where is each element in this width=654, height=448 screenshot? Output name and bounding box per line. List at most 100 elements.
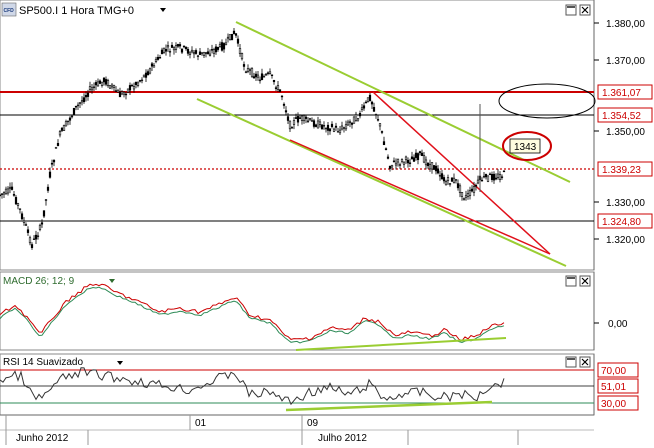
candle-body <box>206 51 210 55</box>
rsi-level-text: 51,01 <box>601 382 626 393</box>
x-axis[interactable]: 01 09 Junho 2012 Julho 2012 <box>0 414 594 445</box>
candle-body <box>72 107 76 116</box>
candle-body <box>102 77 106 83</box>
candle-body <box>34 234 38 240</box>
maximize-icon[interactable] <box>565 275 577 287</box>
candle-body <box>44 199 48 201</box>
candle-body <box>264 73 268 76</box>
rsi-panel[interactable]: 70,00 51,01 30,00 RSI 14 Suavizado <box>0 353 639 416</box>
candle-body <box>292 120 296 125</box>
candle-body <box>138 80 142 82</box>
candle-body <box>58 131 62 136</box>
rsi-level-text: 70,00 <box>601 366 626 377</box>
rsi-divergence-line[interactable] <box>285 400 493 412</box>
candle-body <box>22 220 26 223</box>
main-title-bar[interactable]: CFD SP500.I 1 Hora TMG+0 <box>1 2 166 17</box>
candle-body <box>32 238 36 240</box>
candle-body <box>340 125 344 130</box>
rsi-dropdown-icon[interactable] <box>117 361 123 365</box>
channel-lower-line[interactable] <box>196 98 567 267</box>
candle-body <box>486 175 490 182</box>
candle-body <box>16 203 20 206</box>
candle-body <box>96 81 100 87</box>
candle-body <box>398 164 402 166</box>
candle-body <box>320 124 324 130</box>
macd-title: MACD 26; 12; 9 <box>3 276 75 287</box>
candle-body <box>350 122 354 125</box>
rsi-label-70: 70,00 <box>597 362 639 378</box>
candle-body <box>248 69 252 71</box>
candle-body <box>152 65 156 68</box>
candle-body <box>130 84 134 87</box>
candle-body <box>74 105 78 108</box>
macd-panel[interactable]: 0,00 MACD 26; 12; 9 <box>0 271 628 351</box>
wedge-lower-line[interactable] <box>289 139 551 255</box>
candle-body <box>298 117 302 119</box>
candle-body <box>122 91 126 95</box>
candle-body <box>160 49 164 55</box>
candle-body <box>308 118 312 121</box>
maximize-icon[interactable] <box>565 4 577 16</box>
candle-body <box>494 177 498 180</box>
price-label-text: 1.361,07 <box>602 88 641 99</box>
candle-body <box>186 48 190 54</box>
close-icon-x <box>581 358 589 366</box>
candle-body <box>278 89 282 92</box>
rsi-title: RSI 14 Suavizado <box>3 357 83 368</box>
rsi-line <box>0 367 505 406</box>
y-tick-1350: 1.350,00 <box>594 127 645 138</box>
candle-body <box>368 94 372 101</box>
candle-body <box>56 142 60 146</box>
candle-body <box>296 116 300 123</box>
candle-body <box>216 46 220 50</box>
candle-body <box>380 131 384 133</box>
candle-body <box>378 123 382 127</box>
candle-body <box>66 120 70 123</box>
candle-body <box>220 42 224 51</box>
candle-body <box>242 64 246 67</box>
candle-body <box>218 43 222 47</box>
wedge-upper-line[interactable] <box>372 91 551 255</box>
macd-divergence-line[interactable] <box>295 337 507 351</box>
target-ellipse[interactable] <box>498 83 596 119</box>
candle-body <box>110 84 114 88</box>
annotation-label[interactable]: 1343 <box>509 138 541 154</box>
candle-body <box>204 52 208 54</box>
candle-body <box>310 120 314 122</box>
candle-body <box>70 115 74 118</box>
y-tick-label: 1.330,00 <box>606 198 645 209</box>
candle-body <box>234 33 238 36</box>
candle-body <box>474 184 478 187</box>
candle-body <box>272 79 276 83</box>
candle-body <box>50 162 54 165</box>
candle-body <box>28 237 32 244</box>
candle-body <box>396 158 400 163</box>
candle-body <box>156 56 160 60</box>
candle-body <box>382 141 386 146</box>
candle-body <box>202 51 206 56</box>
main-window-buttons[interactable] <box>565 4 591 16</box>
candle-body <box>52 159 56 163</box>
candle-body <box>132 86 136 90</box>
candle-body <box>280 95 284 98</box>
title-dropdown-icon[interactable] <box>160 8 166 12</box>
candle-body <box>500 176 504 178</box>
candle-body <box>170 44 174 48</box>
y-tick-label: 1.320,00 <box>606 235 645 246</box>
main-panel[interactable]: 1.380,00 1.370,00 1.350,00 1.330,00 1.32… <box>0 0 653 271</box>
maximize-icon[interactable] <box>565 356 577 368</box>
channel-upper-line[interactable] <box>235 21 571 183</box>
candle-body <box>412 157 416 162</box>
candle-body <box>452 177 456 184</box>
candle-body <box>366 97 370 102</box>
candle-body <box>268 71 272 75</box>
candle-body <box>480 179 484 182</box>
candle-body <box>414 152 418 158</box>
macd-dropdown-icon[interactable] <box>109 279 115 283</box>
candle-body <box>418 151 422 154</box>
price-label-1324: 1.324,80 <box>597 213 653 229</box>
annotation-ellipse[interactable] <box>502 131 552 161</box>
main-plot-area <box>0 0 595 271</box>
